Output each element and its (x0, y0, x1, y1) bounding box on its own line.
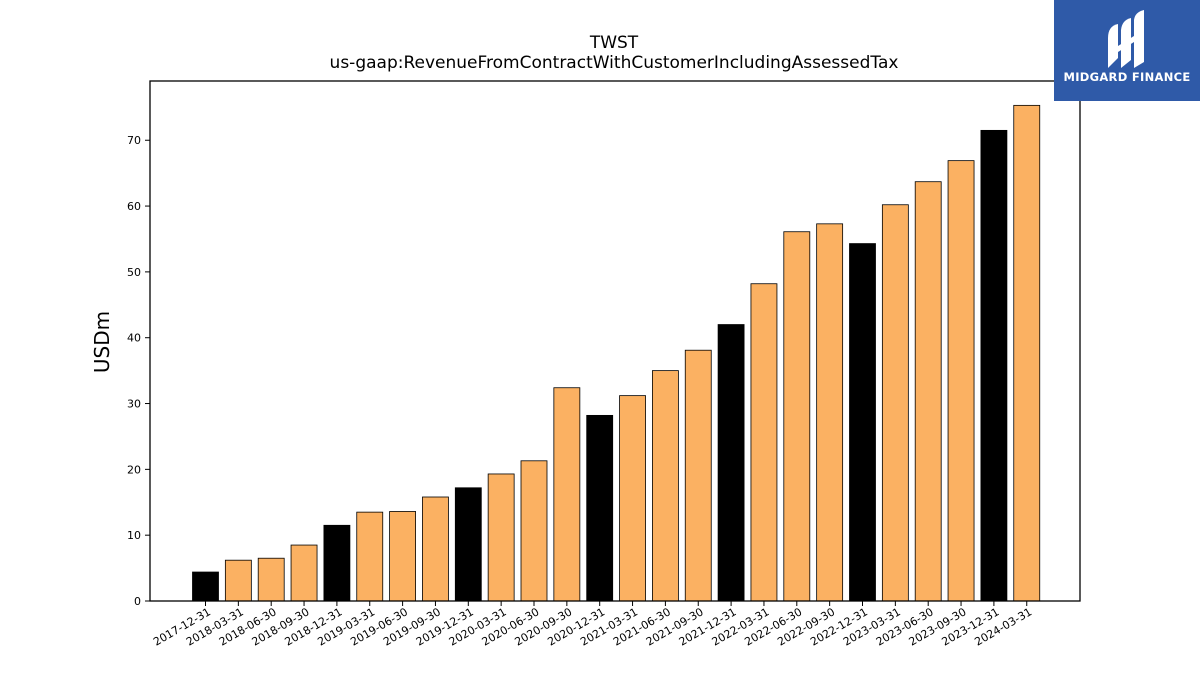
bar (1013, 104, 1041, 602)
x-axis: 2017-12-312018-03-312018-06-302018-09-30… (151, 601, 1034, 649)
bar (717, 324, 745, 602)
y-tick-label: 60 (127, 200, 141, 213)
brand-logo: MIDGARD FINANCE (1054, 0, 1200, 101)
bar (881, 204, 909, 602)
bar (224, 559, 252, 602)
y-tick-label: 70 (127, 134, 141, 147)
bar (816, 223, 844, 602)
bar (783, 231, 811, 602)
midgard-m-icon (1108, 10, 1144, 68)
bar (192, 571, 219, 602)
plot-frame (149, 80, 1081, 602)
y-tick-label: 20 (127, 463, 141, 476)
bar (914, 181, 942, 602)
bar-series (192, 104, 1041, 602)
bar (849, 243, 876, 602)
bar (454, 487, 482, 602)
y-tick-label: 30 (127, 398, 141, 411)
bar (750, 283, 778, 602)
bar (257, 557, 285, 602)
bar (586, 414, 614, 602)
y-axis: 0 10 20 30 40 50 60 70 (127, 134, 150, 608)
bar (652, 370, 679, 602)
bar (553, 387, 581, 602)
y-tick-label: 40 (127, 332, 141, 345)
y-tick-label: 0 (134, 595, 141, 608)
bar (356, 511, 384, 602)
bar (619, 395, 646, 602)
bar (947, 160, 975, 602)
y-tick-label: 10 (127, 529, 141, 542)
bar (323, 524, 351, 602)
y-tick-label: 50 (127, 266, 141, 279)
brand-name: MIDGARD FINANCE (1063, 70, 1191, 84)
bar (422, 496, 449, 602)
chart-title: TWST (589, 33, 639, 53)
bar (980, 129, 1008, 602)
bar (520, 460, 548, 602)
chart-subtitle: us-gaap:RevenueFromContractWithCustomerI… (330, 53, 899, 73)
bar (487, 473, 515, 602)
y-axis-label: USDm (90, 311, 114, 373)
bar (290, 544, 318, 602)
bar (389, 511, 417, 602)
bar (684, 349, 712, 602)
